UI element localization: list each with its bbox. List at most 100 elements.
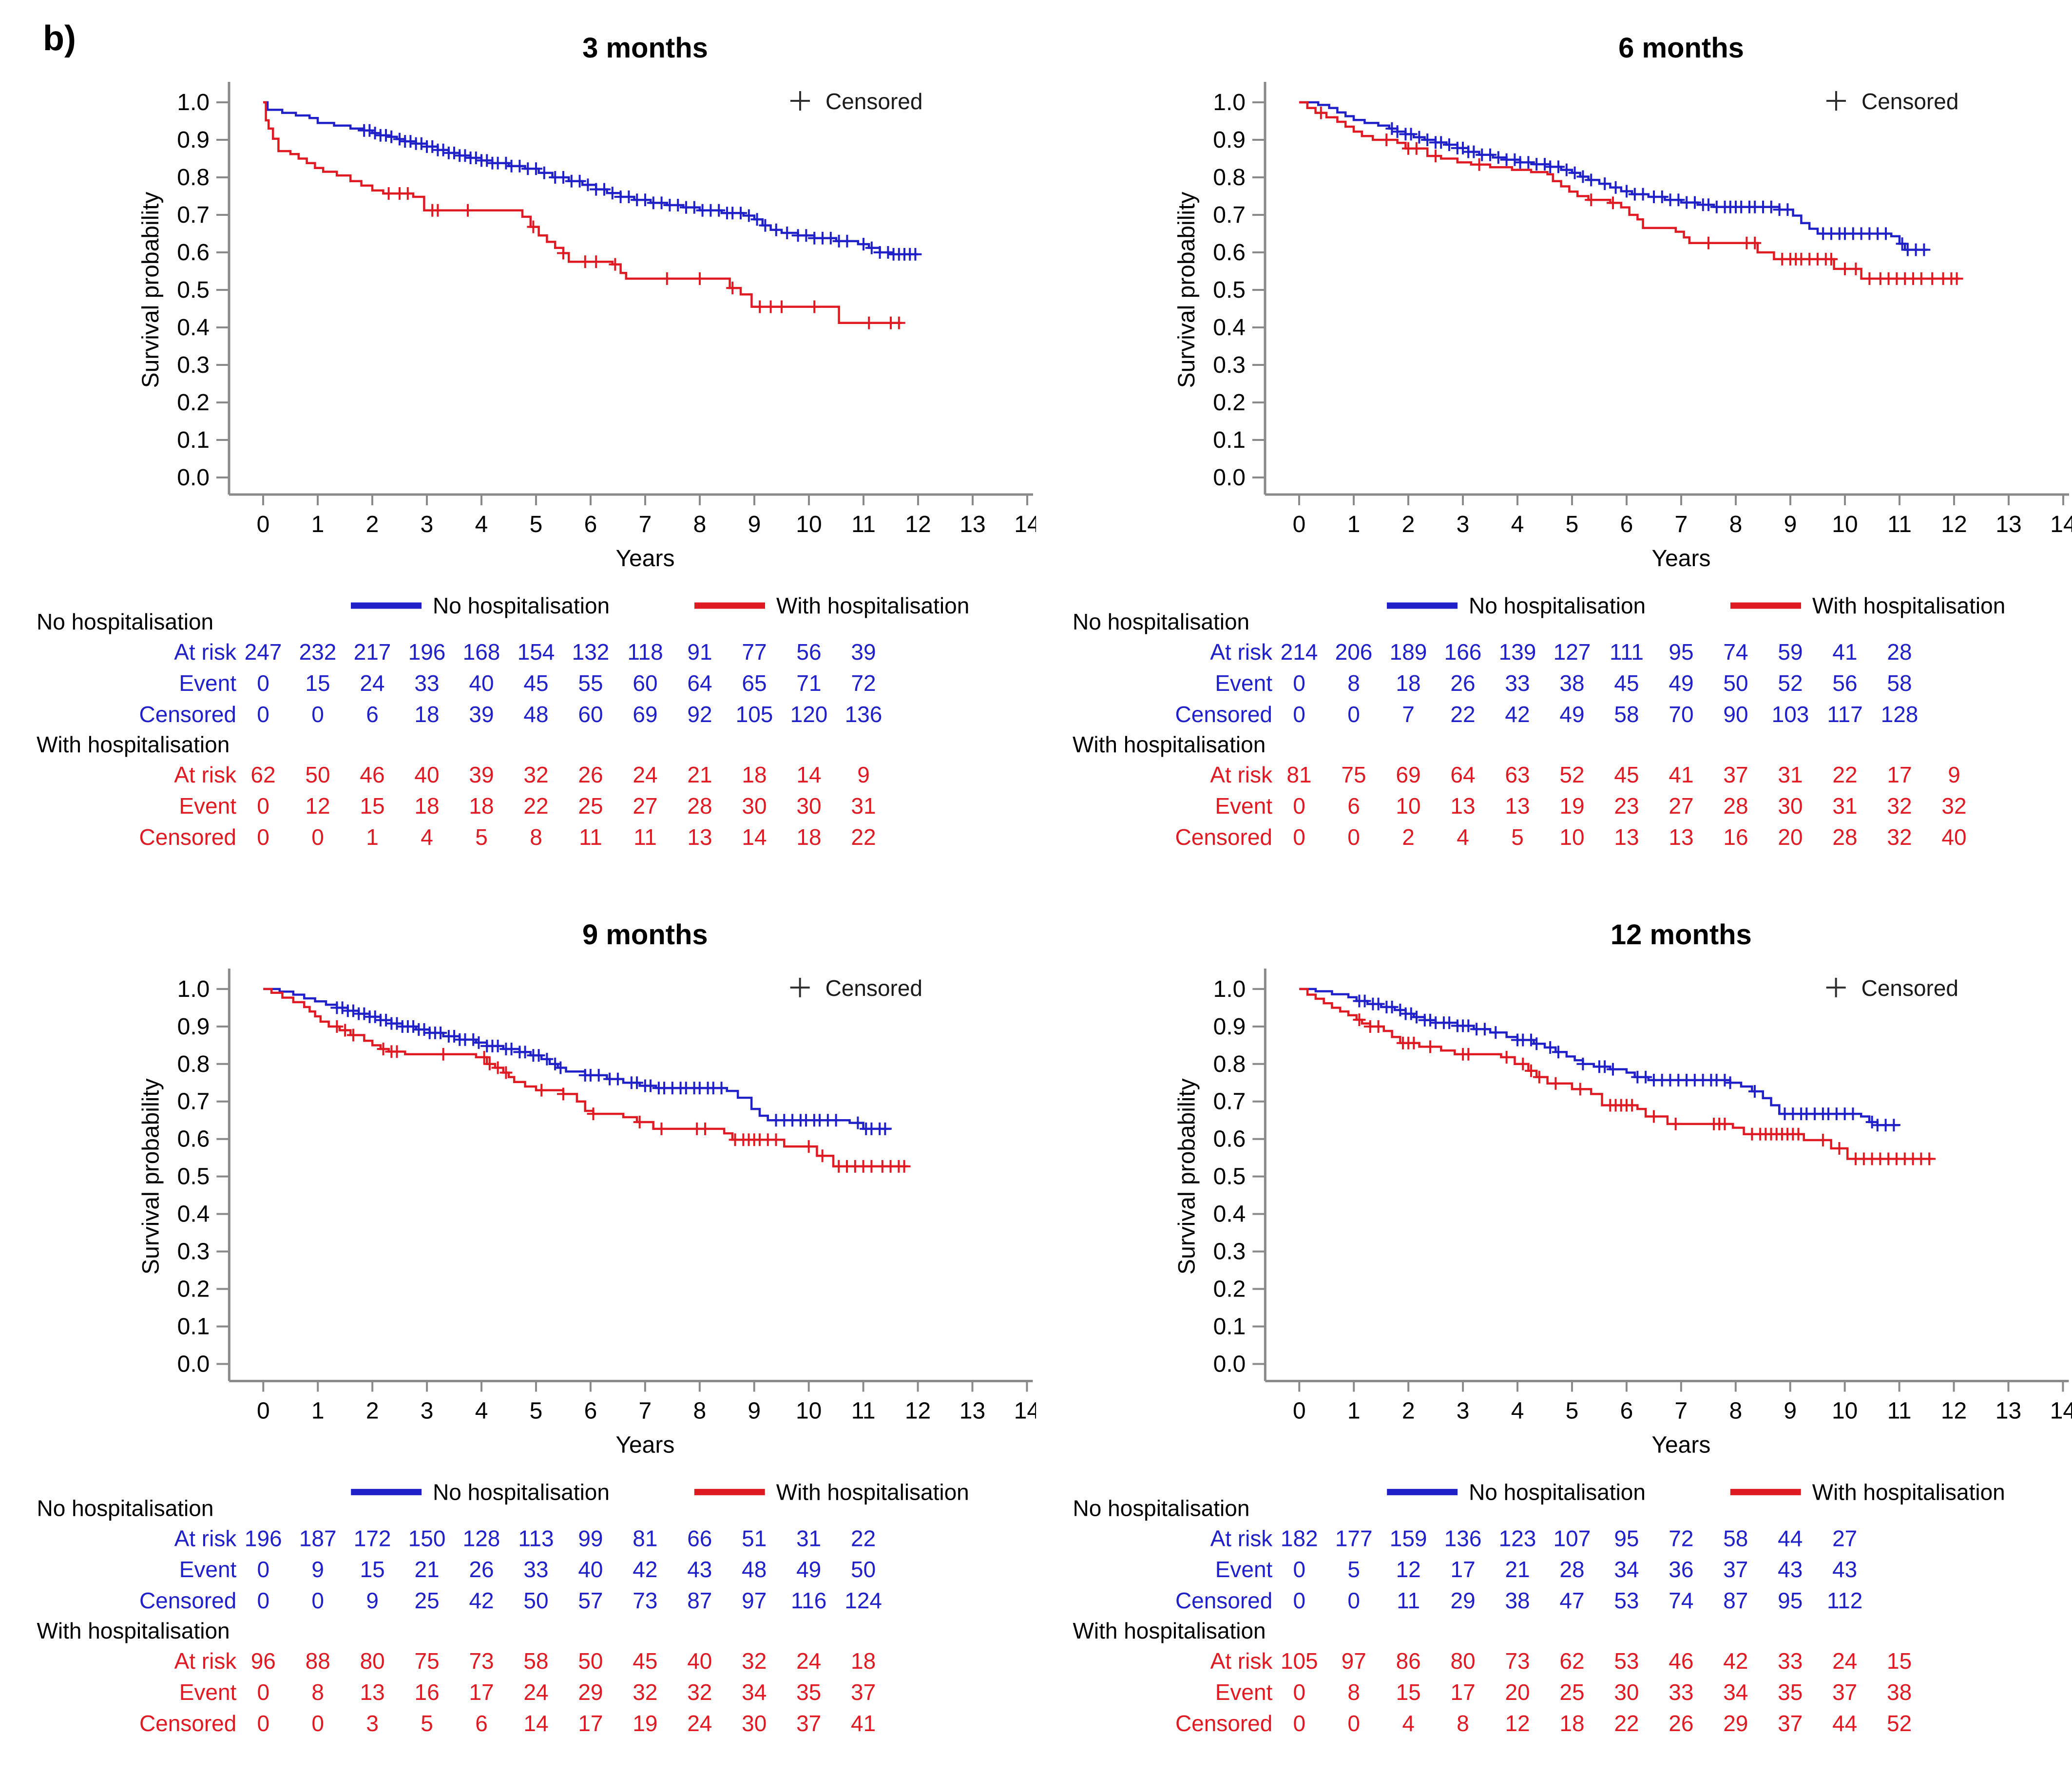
risk-value: 73: [1505, 1648, 1530, 1674]
risk-value: 37: [1723, 762, 1748, 787]
svg-text:0.0: 0.0: [1213, 465, 1246, 491]
risk-value: 112: [1827, 1588, 1862, 1613]
risk-row-label: At risk: [174, 639, 237, 665]
svg-text:0.9: 0.9: [177, 127, 210, 153]
risk-value: 52: [1778, 670, 1803, 696]
svg-text:3: 3: [421, 512, 434, 537]
risk-value: 0: [257, 793, 269, 819]
risk-value: 3: [366, 1711, 379, 1736]
risk-value: 65: [742, 670, 767, 696]
risk-value: 0: [1293, 702, 1305, 727]
risk-group-label: With hospitalisation: [1073, 732, 1266, 757]
svg-text:0.0: 0.0: [177, 465, 210, 491]
svg-text:9: 9: [748, 1398, 761, 1424]
svg-text:1: 1: [1347, 512, 1361, 537]
risk-value: 128: [463, 1525, 500, 1551]
risk-value: 16: [415, 1679, 440, 1705]
svg-text:0.6: 0.6: [177, 240, 210, 266]
svg-text:0.9: 0.9: [1213, 127, 1246, 153]
risk-value: 43: [1778, 1557, 1803, 1582]
risk-group-label: With hospitalisation: [1073, 1618, 1266, 1643]
risk-value: 55: [578, 670, 603, 696]
svg-text:13: 13: [959, 1398, 985, 1424]
svg-text:0: 0: [257, 1398, 270, 1424]
risk-value: 24: [633, 762, 657, 787]
risk-value: 0: [257, 670, 269, 696]
risk-value: 30: [796, 793, 821, 819]
risk-value: 12: [1396, 1557, 1421, 1582]
svg-text:6: 6: [1620, 1398, 1633, 1424]
svg-text:0.7: 0.7: [177, 202, 210, 228]
risk-value: 196: [245, 1525, 282, 1551]
risk-value: 52: [1559, 762, 1584, 787]
risk-row-label: Censored: [1175, 1588, 1272, 1613]
risk-value: 10: [1396, 793, 1420, 819]
km-panel-12-months: 12 months 1.0 0.9 0.8 0.7 0.6 0.5 0.4 0.3 0.2 0.1 0…: [1036, 887, 2072, 1773]
svg-text:0.9: 0.9: [177, 1014, 210, 1040]
risk-value: 37: [796, 1711, 821, 1736]
risk-value: 32: [1941, 793, 1966, 819]
risk-value: 40: [578, 1557, 603, 1582]
risk-group-label: With hospitalisation: [37, 1618, 230, 1643]
svg-text:0: 0: [1293, 1398, 1306, 1424]
risk-value: 35: [796, 1679, 821, 1705]
svg-text:13: 13: [1995, 1398, 2021, 1424]
risk-value: 18: [742, 762, 767, 787]
risk-value: 0: [1347, 1588, 1360, 1613]
risk-value: 58: [1723, 1525, 1748, 1551]
series-legend: No hospitalisation With hospitalisation: [351, 1479, 969, 1505]
plot-title: 6 months: [1618, 32, 1744, 64]
svg-text:3: 3: [421, 1398, 434, 1424]
risk-value: 0: [311, 702, 324, 727]
risk-value: 97: [1342, 1648, 1366, 1674]
risk-value: 37: [1778, 1711, 1803, 1736]
svg-text:Survival probability: Survival probability: [138, 1078, 164, 1275]
risk-value: 26: [1669, 1711, 1693, 1736]
risk-value: 80: [360, 1648, 385, 1674]
risk-value: 33: [1505, 670, 1530, 696]
risk-value: 0: [1293, 1711, 1305, 1736]
km-panel-6-months: 6 months 1.0 0.9 0.8 0.7 0.6 0.5 0.4 0.3 0.2 0.1 0.…: [1036, 0, 2072, 887]
risk-value: 18: [469, 793, 494, 819]
risk-value: 105: [1281, 1648, 1318, 1674]
risk-value: 49: [1669, 670, 1693, 696]
risk-value: 127: [1554, 639, 1591, 665]
censor-marks-no-hospitalisation: [330, 1001, 892, 1135]
risk-value: 0: [1293, 1557, 1305, 1582]
risk-row-label: Event: [1215, 793, 1272, 819]
risk-value: 35: [1778, 1679, 1803, 1705]
svg-text:0.2: 0.2: [1213, 390, 1246, 416]
risk-value: 50: [523, 1588, 548, 1613]
svg-text:6: 6: [1620, 512, 1633, 537]
series-legend: No hospitalisation With hospitalisation: [351, 593, 969, 618]
risk-value: 24: [523, 1679, 548, 1705]
svg-text:No hospitalisation: No hospitalisation: [433, 593, 610, 618]
risk-value: 57: [578, 1588, 603, 1613]
plot-title: 9 months: [582, 919, 708, 951]
risk-value: 99: [578, 1525, 603, 1551]
svg-text:10: 10: [1832, 512, 1858, 537]
risk-row-label: Event: [1215, 670, 1272, 696]
risk-value: 19: [633, 1711, 657, 1736]
risk-value: 0: [1293, 670, 1305, 696]
svg-text:5: 5: [1566, 1398, 1579, 1424]
svg-text:1: 1: [311, 512, 325, 537]
risk-value: 15: [1396, 1679, 1421, 1705]
risk-value: 217: [354, 639, 391, 665]
risk-value: 34: [742, 1679, 767, 1705]
svg-text:0.7: 0.7: [1213, 1089, 1246, 1115]
risk-value: 73: [469, 1648, 494, 1674]
risk-value: 28: [1832, 824, 1857, 850]
risk-value: 124: [844, 1588, 882, 1613]
censor-marks-with-hospitalisation: [382, 187, 905, 329]
svg-text:0.4: 0.4: [1213, 1201, 1246, 1227]
risk-value: 9: [857, 762, 870, 787]
risk-value: 58: [1887, 670, 1912, 696]
svg-text:14: 14: [1014, 1398, 1036, 1424]
svg-text:0.5: 0.5: [1213, 277, 1246, 303]
svg-text:4: 4: [1511, 512, 1524, 537]
risk-value: 21: [687, 762, 712, 787]
svg-text:7: 7: [639, 512, 652, 537]
risk-value: 27: [1832, 1525, 1857, 1551]
svg-text:8: 8: [693, 1398, 706, 1424]
